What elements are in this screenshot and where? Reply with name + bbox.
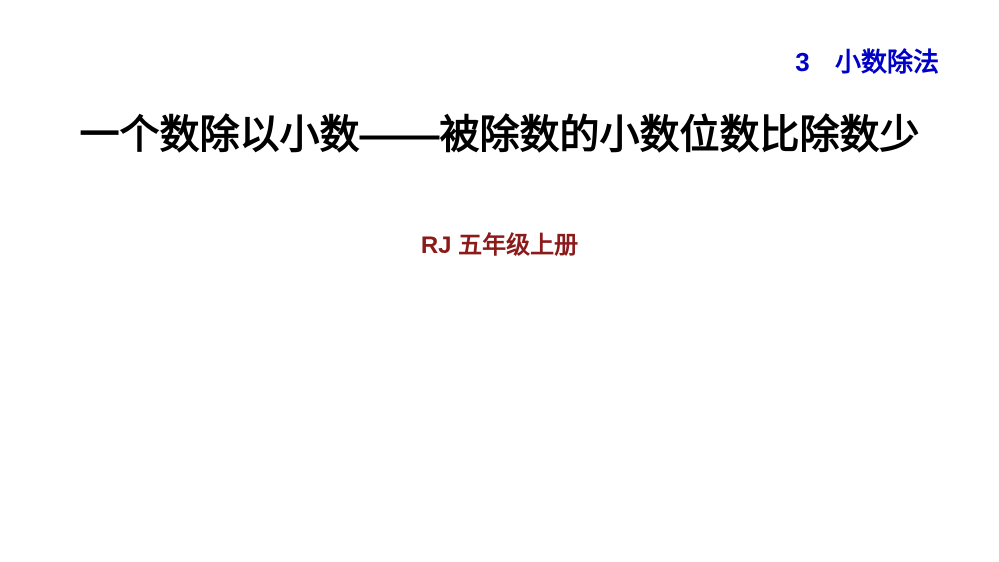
chapter-number: 3 (795, 47, 809, 77)
slide: { "chapter": { "number": "3", "title": "… (0, 0, 999, 562)
main-title: 一个数除以小数——被除数的小数位数比除数少 (0, 110, 999, 160)
chapter-title: 小数除法 (835, 47, 939, 77)
subtitle: RJ 五年级上册 (0, 225, 999, 260)
chapter-label: 3 小数除法 (795, 42, 939, 79)
